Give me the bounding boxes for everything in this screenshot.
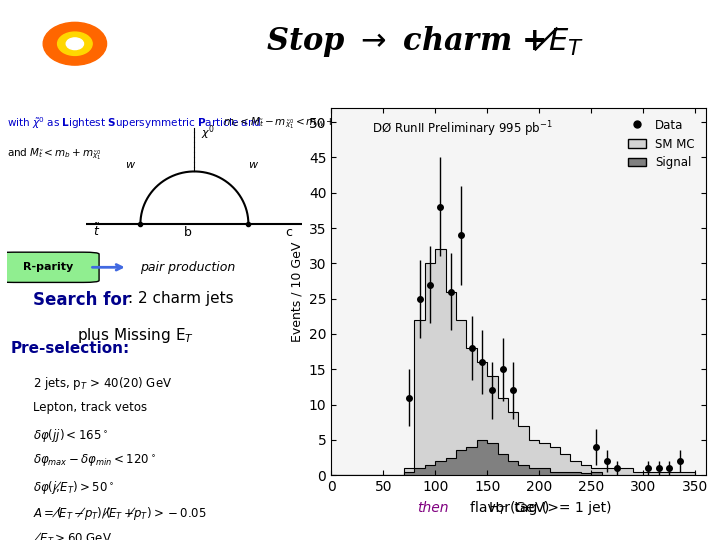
Text: DØ RunII Preliminary 995 pb$^{-1}$: DØ RunII Preliminary 995 pb$^{-1}$ (372, 119, 553, 139)
Text: w: w (248, 160, 258, 170)
Text: and $M_{\tilde{t}} < m_b + m_{\tilde{\chi}^0_1}$: and $M_{\tilde{t}} < m_b + m_{\tilde{\ch… (7, 146, 102, 161)
Text: Pre-selection:: Pre-selection: (10, 341, 130, 356)
Text: flavor tag (>= 1 jet): flavor tag (>= 1 jet) (470, 501, 611, 515)
Circle shape (58, 32, 92, 56)
Text: Stop $\rightarrow$ charm + $\boldsymbol{\not\!\!E_T}$: Stop $\rightarrow$ charm + $\boldsymbol{… (266, 24, 584, 58)
Text: pair production: pair production (140, 261, 235, 274)
X-axis label: H$_T$ (GeV): H$_T$ (GeV) (487, 500, 549, 517)
Text: $\delta\varphi(j, \not\!E_T) > 50^\circ$: $\delta\varphi(j, \not\!E_T) > 50^\circ$ (32, 478, 114, 496)
Text: $\chi^0$: $\chi^0$ (201, 123, 215, 141)
Text: $\delta\varphi(jj) < 165^\circ$: $\delta\varphi(jj) < 165^\circ$ (32, 427, 107, 444)
Text: Lepton, track vetos: Lepton, track vetos (32, 401, 147, 414)
Text: $\not\!E_T > 60$ GeV: $\not\!E_T > 60$ GeV (32, 531, 112, 540)
Text: $\tilde{t}$: $\tilde{t}$ (93, 223, 100, 239)
Text: plus Missing E$_T$: plus Missing E$_T$ (77, 326, 194, 345)
FancyBboxPatch shape (0, 252, 99, 282)
Text: then: then (418, 501, 449, 515)
Text: w: w (125, 160, 135, 170)
Text: Search for: Search for (32, 291, 130, 308)
Legend: Data, SM MC, Signal: Data, SM MC, Signal (624, 114, 700, 174)
Y-axis label: Events / 10 GeV: Events / 10 GeV (290, 241, 303, 342)
Text: c: c (285, 226, 292, 239)
Text: D: D (43, 14, 77, 52)
Text: with $\tilde{\chi}^0$ as $\mathbf{L}$ightest $\mathbf{S}$upersymmetric $\mathbf{: with $\tilde{\chi}^0$ as $\mathbf{L}$igh… (7, 116, 261, 131)
Circle shape (66, 38, 84, 50)
Circle shape (43, 22, 107, 65)
Text: $m_c < M_{\tilde{t}} - m_{\tilde{\chi}^0_1} < m_W + m_b$: $m_c < M_{\tilde{t}} - m_{\tilde{\chi}^0… (222, 116, 352, 131)
Text: b: b (184, 226, 192, 239)
Text: : 2 charm jets: : 2 charm jets (127, 291, 233, 306)
Text: Ø: Ø (79, 14, 113, 52)
Text: $A=(\not\!E_T - \not\!p_T)/(\not\!E_T + \not\!p_T) > -0.05$: $A=(\not\!E_T - \not\!p_T)/(\not\!E_T + … (32, 504, 207, 522)
Text: 2 jets, p$_T$ > 40(20) GeV: 2 jets, p$_T$ > 40(20) GeV (32, 375, 172, 392)
Text: $\delta\varphi_{max} - \delta\varphi_{min} < 120^\circ$: $\delta\varphi_{max} - \delta\varphi_{mi… (32, 453, 156, 469)
Text: R-parity: R-parity (23, 262, 73, 272)
